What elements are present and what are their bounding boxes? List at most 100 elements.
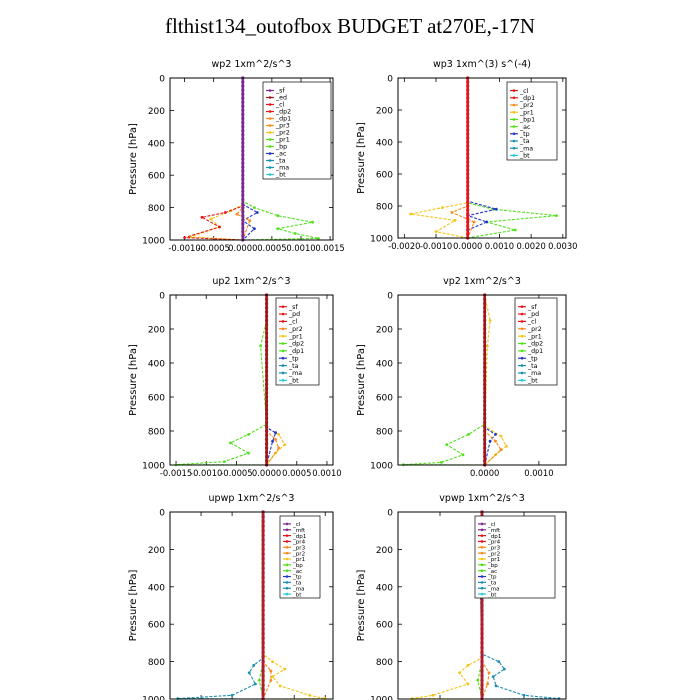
y-tick-label: 1000 bbox=[142, 696, 165, 700]
series-point bbox=[252, 663, 256, 667]
series-point bbox=[466, 120, 470, 124]
series-point bbox=[261, 566, 265, 570]
series-point bbox=[261, 594, 265, 598]
legend-marker bbox=[512, 110, 516, 114]
legend-marker bbox=[512, 89, 516, 92]
series-point bbox=[241, 169, 245, 173]
series-point bbox=[466, 682, 470, 686]
legend-entry: _tp bbox=[487, 575, 497, 581]
series-point bbox=[265, 395, 269, 399]
legend-entry: _cl bbox=[275, 102, 285, 109]
legend-marker bbox=[520, 349, 524, 353]
series-point bbox=[265, 386, 269, 391]
series-point bbox=[261, 524, 265, 528]
legend-marker bbox=[281, 371, 285, 375]
series-point bbox=[241, 165, 245, 169]
legend-marker bbox=[480, 528, 484, 532]
series-line bbox=[478, 512, 560, 700]
legend-marker bbox=[520, 342, 524, 345]
series-point bbox=[483, 369, 487, 374]
series-point bbox=[308, 693, 312, 697]
legend-entry: _mft bbox=[487, 528, 501, 534]
legend-entry: _pr1 bbox=[527, 333, 542, 340]
legend-marker bbox=[285, 586, 289, 590]
legend-entry: _ta bbox=[288, 363, 299, 370]
series-point bbox=[445, 443, 449, 446]
series-point bbox=[480, 603, 484, 608]
series-point bbox=[261, 561, 265, 566]
series-point bbox=[265, 323, 269, 327]
legend-marker bbox=[268, 138, 272, 141]
series-point bbox=[218, 225, 221, 229]
series-point bbox=[283, 443, 287, 446]
series-point bbox=[261, 674, 265, 678]
series-point bbox=[466, 80, 470, 84]
series-point bbox=[466, 140, 470, 144]
legend-entry: _pr1 bbox=[275, 137, 290, 144]
series-point bbox=[265, 459, 269, 463]
series-point bbox=[265, 391, 269, 395]
legend-marker bbox=[512, 118, 516, 121]
y-tick-label: 200 bbox=[148, 326, 165, 336]
series-point bbox=[229, 441, 232, 445]
legend-entry: _bp bbox=[292, 563, 303, 569]
legend-marker bbox=[285, 551, 289, 555]
legend-entry: _dp2 bbox=[288, 341, 304, 348]
series-point bbox=[466, 136, 470, 140]
series-point bbox=[476, 678, 480, 682]
x-tick-label: 0.0030 bbox=[548, 241, 577, 251]
series-point bbox=[271, 439, 274, 443]
y-tick-label: 600 bbox=[148, 172, 165, 182]
series-point bbox=[265, 429, 269, 433]
series-point bbox=[466, 84, 470, 88]
series-point bbox=[241, 141, 245, 145]
series-point bbox=[458, 671, 461, 675]
y-tick-label: 600 bbox=[148, 394, 165, 404]
series-point bbox=[480, 599, 484, 603]
legend-marker bbox=[268, 103, 272, 106]
x-tick-label: 0.0020 bbox=[516, 241, 545, 251]
legend: _sf_pd_cl_pr2_pr1_dp2_dp1_tp_ta_ma_bt bbox=[275, 297, 320, 386]
series-point bbox=[241, 234, 245, 238]
series-line bbox=[410, 78, 469, 239]
y-tick-label: 1000 bbox=[142, 462, 165, 472]
series-point bbox=[466, 204, 470, 208]
series-point bbox=[480, 608, 484, 612]
series-point bbox=[483, 352, 487, 357]
series-point bbox=[466, 184, 470, 188]
legend-entry: _ta bbox=[487, 581, 496, 587]
series-point bbox=[265, 420, 269, 425]
plot-frame bbox=[397, 77, 567, 239]
series-point bbox=[483, 374, 487, 378]
series-point bbox=[483, 314, 487, 318]
series-point bbox=[261, 641, 265, 645]
chart-title: vp2 1xm^2/s^3 bbox=[443, 276, 521, 287]
series-line bbox=[450, 78, 475, 239]
legend-entry: _bt bbox=[527, 378, 538, 385]
legend-marker bbox=[520, 327, 524, 331]
legend-entry: _pr3 bbox=[275, 123, 290, 130]
series-point bbox=[261, 664, 265, 668]
series-point bbox=[483, 420, 487, 425]
series-point bbox=[483, 399, 487, 403]
y-tick-label: 400 bbox=[148, 139, 165, 149]
series-point bbox=[241, 226, 245, 230]
series-point bbox=[241, 137, 245, 141]
series-point bbox=[466, 180, 470, 184]
series-point bbox=[483, 382, 487, 386]
series-point bbox=[483, 437, 487, 442]
series-line bbox=[190, 78, 244, 241]
series-point bbox=[483, 323, 487, 327]
series-point bbox=[241, 218, 245, 222]
series-point bbox=[241, 197, 245, 202]
x-tick-label: -0.0010 bbox=[168, 243, 200, 253]
series-point bbox=[480, 669, 484, 673]
series-point bbox=[486, 344, 489, 348]
series-point bbox=[480, 636, 484, 640]
legend-entry: _dp1 bbox=[487, 534, 502, 540]
series-point bbox=[269, 669, 273, 673]
series-point bbox=[483, 340, 487, 344]
series-point bbox=[261, 683, 265, 687]
y-tick-label: 1000 bbox=[370, 696, 393, 700]
y-axis-label: Pressure [hPa] bbox=[128, 344, 139, 416]
